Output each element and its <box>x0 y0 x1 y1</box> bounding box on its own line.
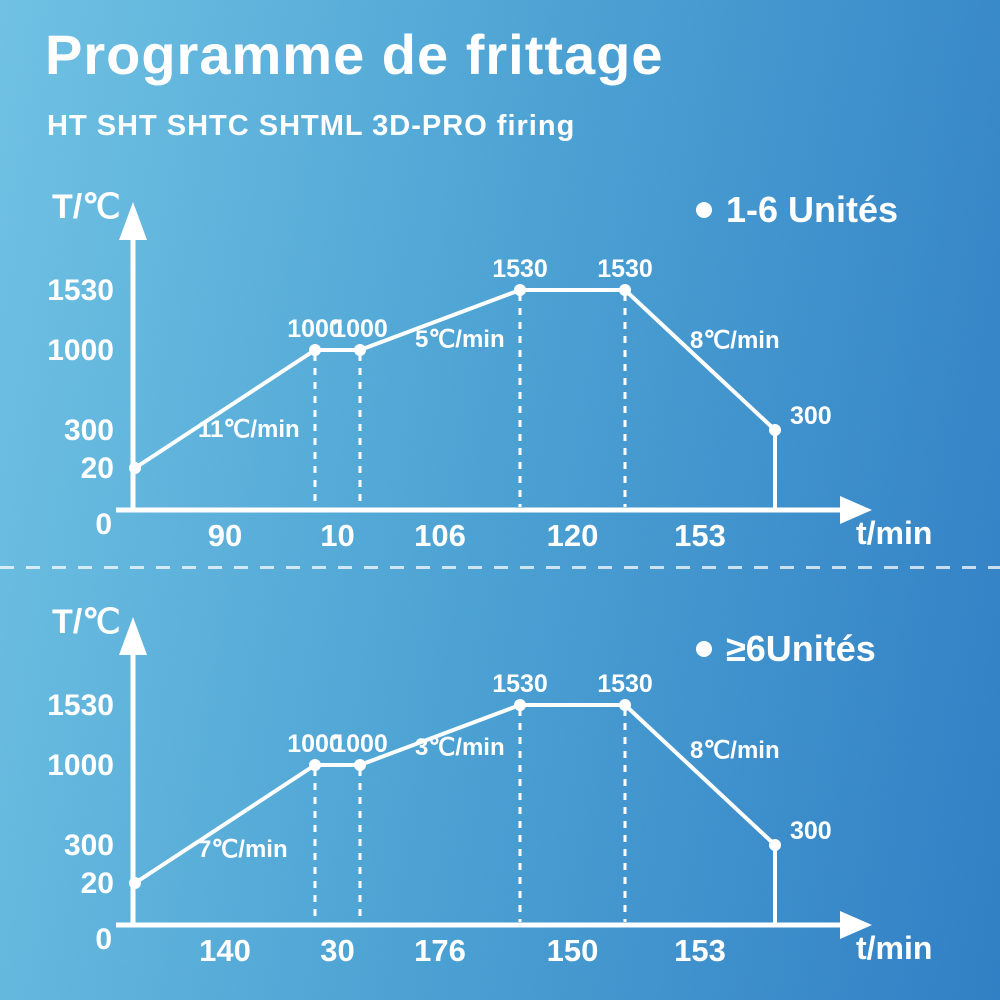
legend-label: ≥6Unités <box>726 628 876 669</box>
x-segment-label: 106 <box>414 518 466 553</box>
y-axis-label: T/℃ <box>52 188 120 226</box>
point-label: 300 <box>790 817 832 845</box>
rate-label: 5℃/min <box>415 326 505 353</box>
point-label: 1530 <box>597 255 653 283</box>
data-point-dot <box>619 699 631 711</box>
temperature-profile-line <box>133 288 777 512</box>
point-label: 1530 <box>492 255 548 283</box>
point-label: 300 <box>790 402 832 430</box>
data-point-dot <box>769 424 781 436</box>
subtitle: HT SHT SHTC SHTML 3D-PRO firing <box>47 110 576 142</box>
rate-label: 7℃/min <box>198 836 288 863</box>
data-point-dot <box>619 284 631 296</box>
x-segment-label: 153 <box>674 933 726 968</box>
x-segment-label: 153 <box>674 518 726 553</box>
y-axis-arrow-icon <box>119 617 147 655</box>
page-title: Programme de frittage <box>45 23 664 86</box>
rate-label: 11℃/min <box>198 416 300 443</box>
point-label: 1530 <box>597 670 653 698</box>
rate-label: 8℃/min <box>690 327 780 354</box>
point-label: 1530 <box>492 670 548 698</box>
y-tick-label: 20 <box>81 452 114 485</box>
divider-dashed-line <box>0 566 1000 569</box>
x-axis-label: t/min <box>856 515 932 551</box>
y-axis-label: T/℃ <box>52 603 120 641</box>
data-point-dot <box>129 877 141 889</box>
y-tick-label: 20 <box>81 867 114 900</box>
x-segment-label: 120 <box>547 518 599 553</box>
x-axis-label: t/min <box>856 930 932 966</box>
legend-bullet-icon <box>696 202 712 218</box>
rate-label: 3℃/min <box>415 734 505 761</box>
legend-bullet-icon <box>696 641 712 657</box>
x-axis-arrow-icon <box>840 911 872 939</box>
data-point-dot <box>514 699 526 711</box>
x-segment-label: 90 <box>208 518 242 553</box>
x-axis-arrow-icon <box>840 496 872 524</box>
y-tick-label: 300 <box>64 829 114 862</box>
y-tick-label: 1530 <box>47 689 114 722</box>
data-point-dot <box>514 284 526 296</box>
y-tick-label: 1530 <box>47 274 114 307</box>
x-segment-label: 10 <box>320 518 354 553</box>
data-point-dot <box>309 344 321 356</box>
x-segment-label: 150 <box>547 933 599 968</box>
point-label: 1000 <box>332 730 388 758</box>
data-point-dot <box>354 759 366 771</box>
point-label: 1000 <box>287 315 343 343</box>
y-tick-label: 1000 <box>47 749 114 782</box>
legend-label: 1-6 Unités <box>726 189 898 230</box>
data-point-dot <box>769 839 781 851</box>
data-point-dot <box>354 344 366 356</box>
y-tick-label: 0 <box>95 923 112 956</box>
y-tick-label: 1000 <box>47 334 114 367</box>
x-segment-label: 176 <box>414 933 466 968</box>
data-point-dot <box>309 759 321 771</box>
data-point-dot <box>129 462 141 474</box>
x-segment-label: 30 <box>320 933 354 968</box>
point-label: 1000 <box>332 315 388 343</box>
rate-label: 8℃/min <box>690 737 780 764</box>
chart-sintering-6plus-units: T/℃ t/min 1530 1000 300 20 0 1000 1000 1530 1530 30… <box>0 585 1000 985</box>
chart-sintering-1-6-units: T/℃ t/min 1530 1000 300 20 0 1000 1000 1530 1530 30… <box>0 170 1000 570</box>
y-tick-label: 0 <box>95 508 112 541</box>
x-segment-label: 140 <box>199 933 251 968</box>
y-axis-arrow-icon <box>119 202 147 240</box>
point-label: 1000 <box>287 730 343 758</box>
y-tick-label: 300 <box>64 414 114 447</box>
